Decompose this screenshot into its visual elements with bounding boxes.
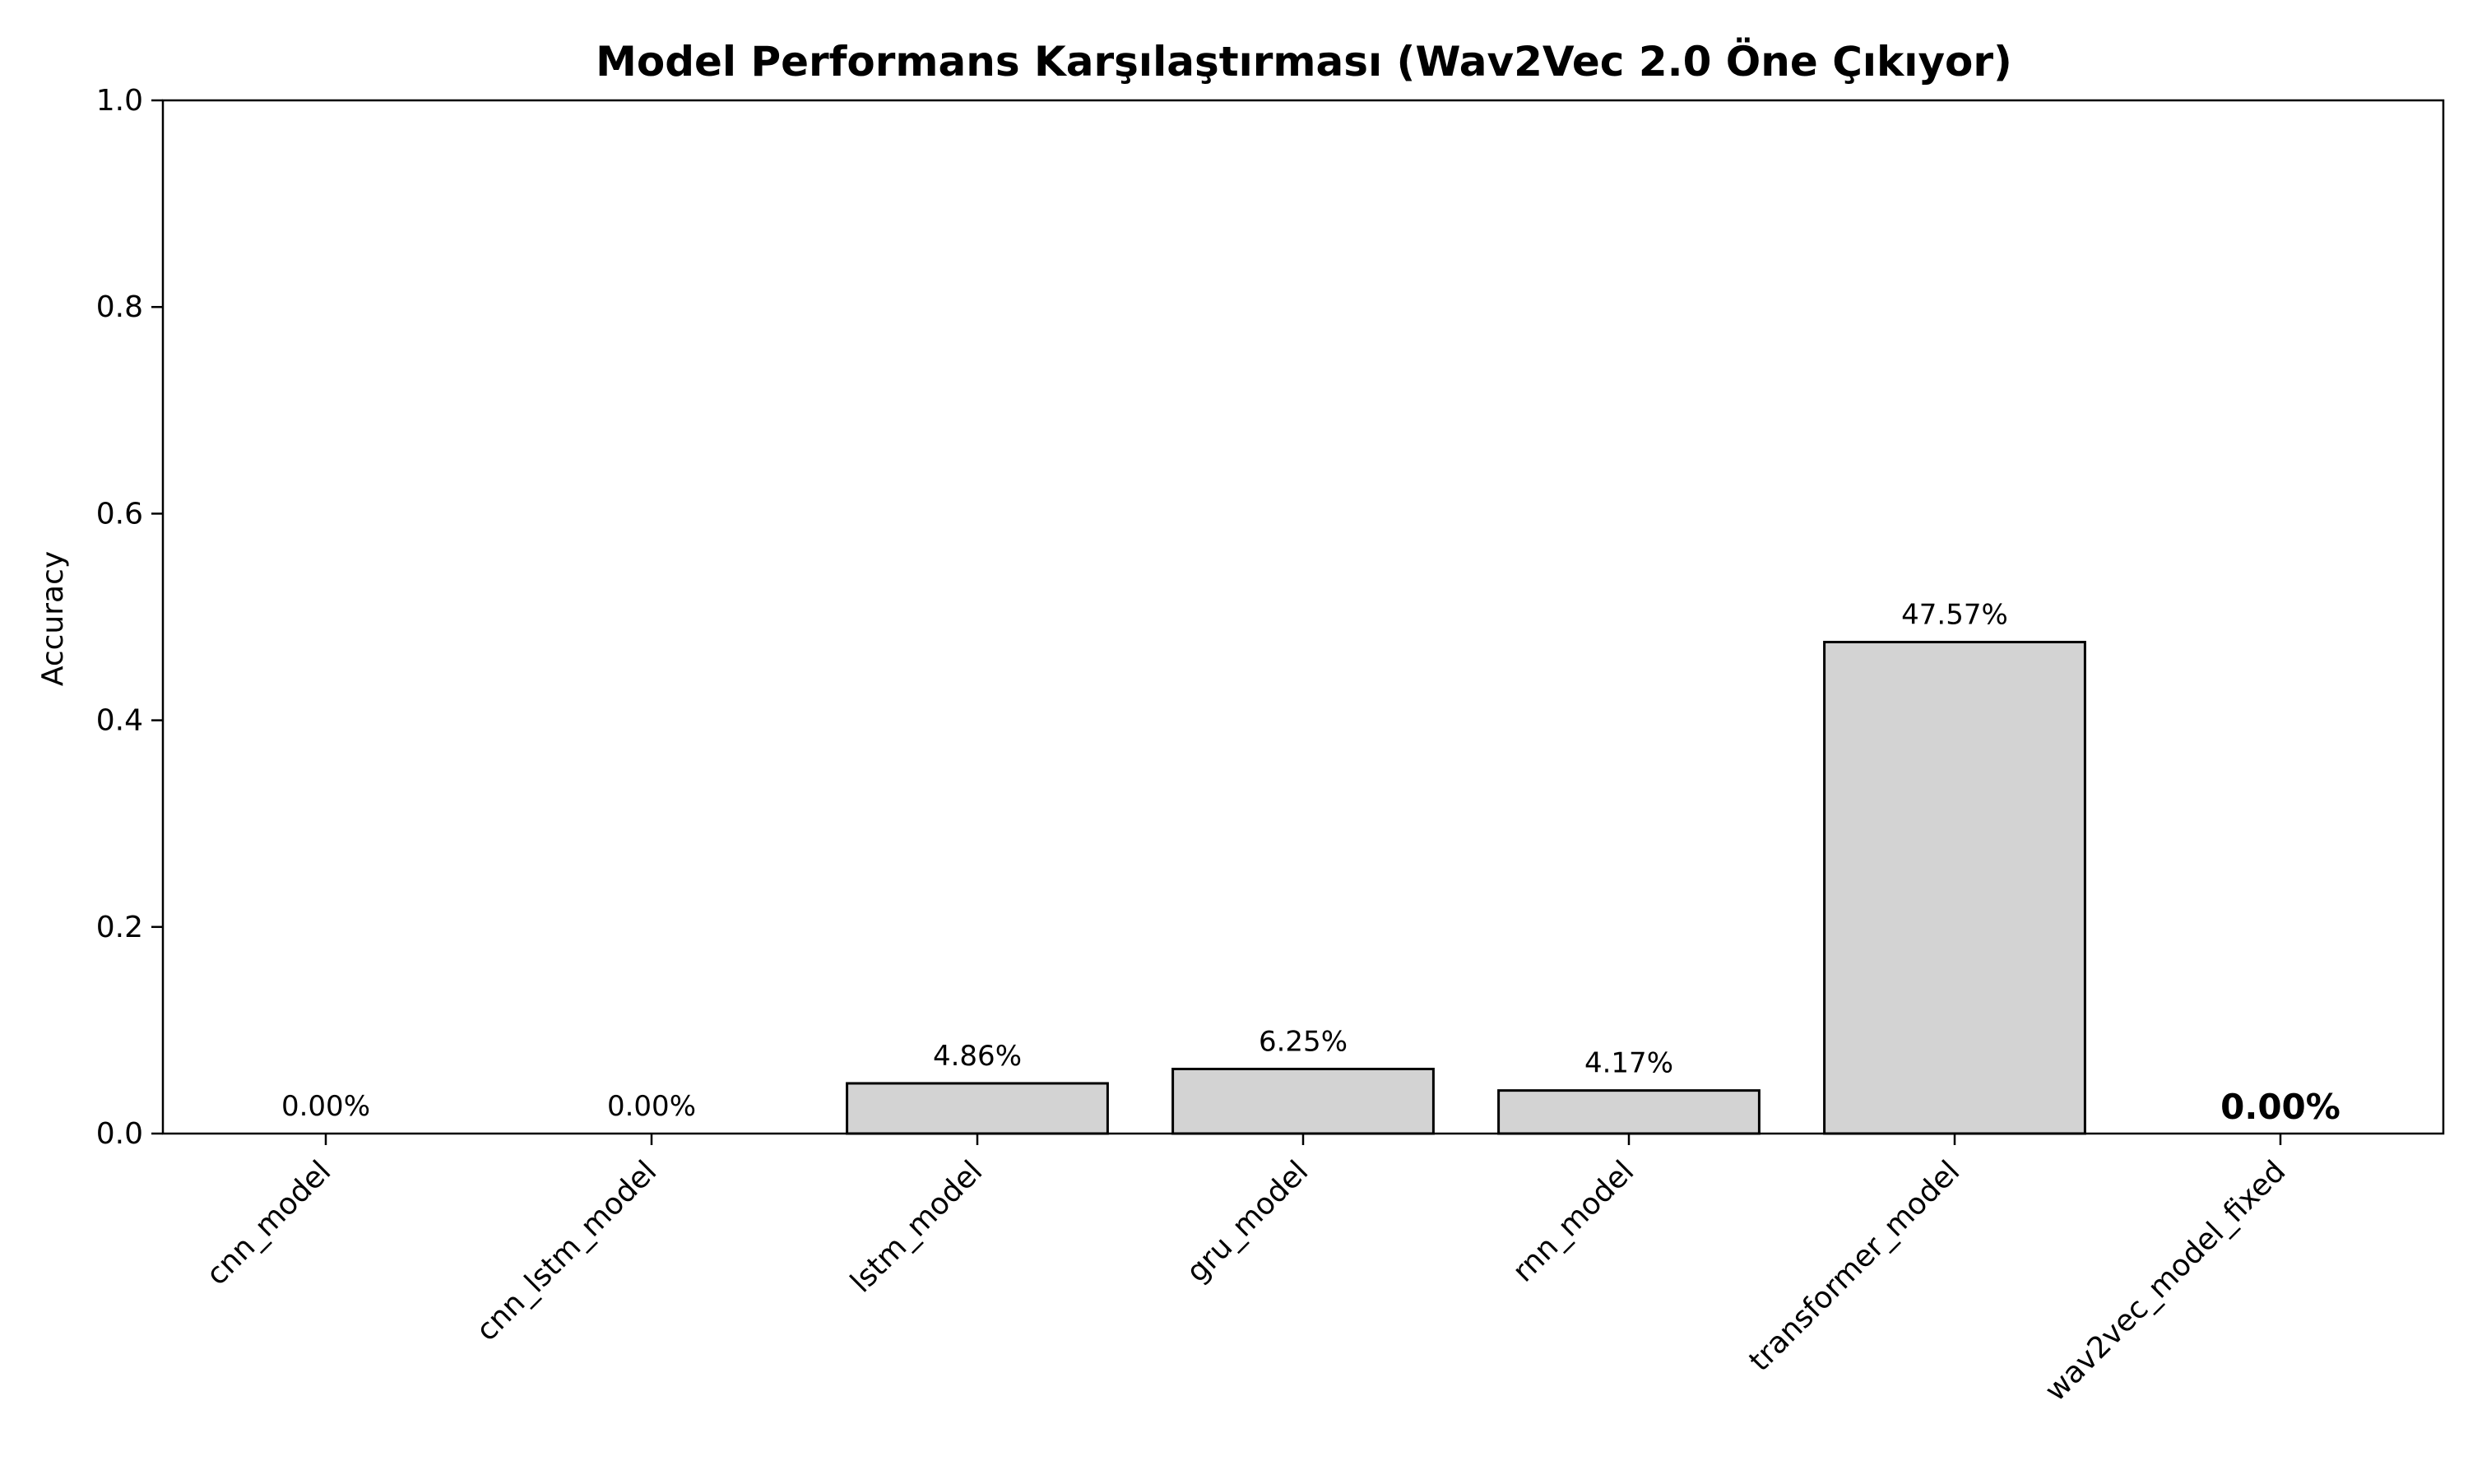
y-tick-label: 0.4: [96, 704, 143, 738]
x-tick-label: rnn_model: [1506, 1154, 1640, 1288]
y-tick-label: 0.2: [96, 911, 143, 944]
x-tick-label: gru_model: [1181, 1154, 1315, 1289]
data-label: 0.00%: [607, 1090, 696, 1123]
y-tick-label: 0.0: [96, 1117, 143, 1151]
data-label: 0.00%: [2220, 1087, 2340, 1127]
y-tick-label: 1.0: [96, 84, 143, 118]
data-label: 6.25%: [1259, 1026, 1348, 1059]
y-tick-label: 0.6: [96, 497, 143, 531]
bar-lstm-model: [846, 1082, 1109, 1135]
data-label: 0.00%: [281, 1090, 370, 1123]
bar-transformer-model: [1823, 641, 2086, 1135]
data-label: 47.57%: [1901, 599, 2008, 632]
x-tick-label: transformer_model: [1742, 1154, 1966, 1378]
y-tick-label: 0.8: [96, 290, 143, 324]
x-tick-label: lstm_model: [844, 1154, 989, 1299]
x-tick-label: cnn_model: [200, 1154, 337, 1292]
data-label: 4.17%: [1584, 1047, 1673, 1080]
x-tick-label: cnn_lstm_model: [470, 1154, 663, 1347]
x-tick-label: wav2vec_model_fixed: [2039, 1154, 2292, 1407]
data-label: 4.86%: [933, 1040, 1022, 1073]
y-axis-label: Accuracy: [36, 551, 70, 686]
chart-title: Model Performans Karşılaştırması (Wav2Ve…: [596, 37, 2012, 86]
bar-rnn-model: [1497, 1089, 1761, 1135]
bar-gru-model: [1171, 1068, 1435, 1135]
plot-frame: [161, 99, 2445, 1135]
